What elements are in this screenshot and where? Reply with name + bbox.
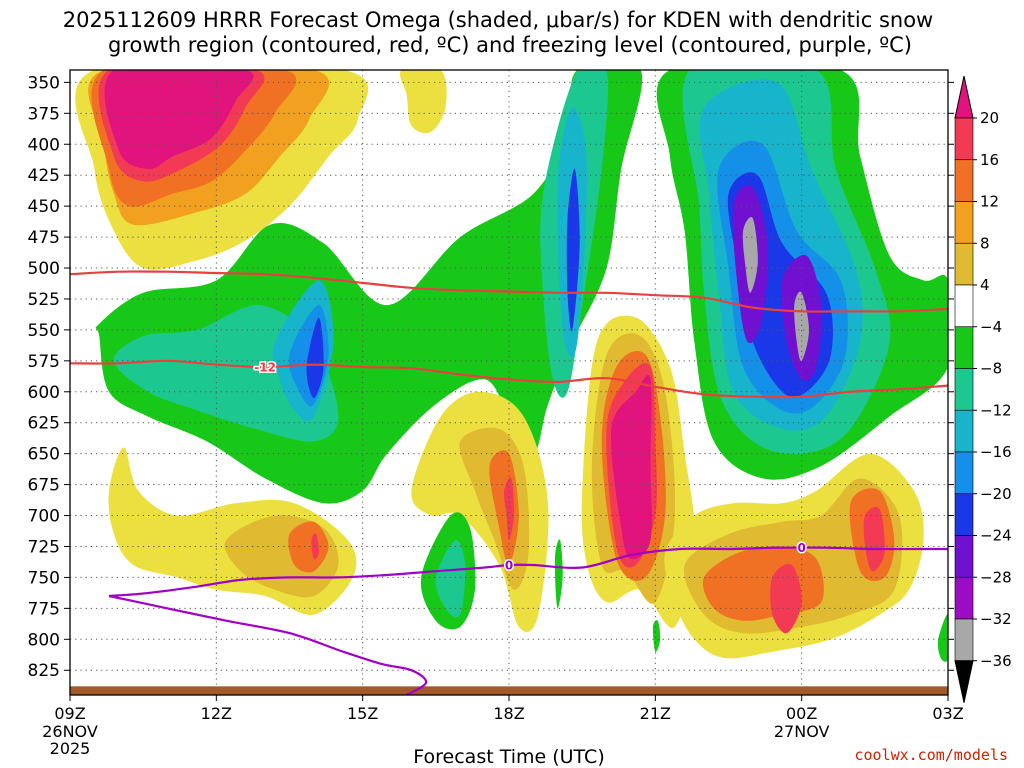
omega-region-11 — [306, 317, 324, 398]
colorbar-band-5 — [954, 326, 974, 369]
omega-region-21 — [742, 217, 758, 293]
colorbar-band-2 — [954, 201, 974, 244]
colorbar-label-13: −36 — [980, 652, 1012, 670]
x-tick-label-15: 00Z — [786, 704, 817, 723]
x-tick-date-0: 26NOV — [42, 722, 98, 741]
colorbar-band-1 — [954, 159, 974, 202]
y-tick-label-575: 575 — [28, 352, 60, 372]
colorbar-band-0 — [954, 117, 974, 161]
colorbar-label-2: 12 — [980, 193, 999, 211]
terrain-surface — [70, 686, 948, 695]
colorbar-label-5: −4 — [980, 318, 1002, 336]
chart-title-line1: 2025112609 HRRR Forecast Omega (shaded, … — [63, 8, 933, 32]
colorbar-label-4: 4 — [980, 276, 990, 294]
y-tick-label-725: 725 — [28, 537, 60, 557]
omega-region-45 — [554, 539, 563, 609]
colorbar-label-7: −12 — [980, 401, 1012, 419]
colorbar-label-9: −20 — [980, 485, 1012, 503]
contour-line-0 — [70, 270, 948, 313]
x-tick-label-9: 18Z — [493, 704, 524, 723]
x-tick-label-0: 09Z — [54, 704, 85, 723]
colorbar-band-12 — [954, 618, 974, 662]
y-tick-label-450: 450 — [28, 197, 60, 217]
x-axis-label: Forecast Time (UTC) — [413, 746, 604, 768]
colorbar-band-4 — [954, 284, 974, 328]
colorbar-under-triangle — [954, 660, 974, 703]
y-tick-label-525: 525 — [28, 290, 60, 310]
grid-layer — [70, 70, 948, 695]
colorbar-band-3 — [954, 242, 974, 286]
y-tick-label-750: 750 — [28, 568, 60, 588]
contour-label-layer: -12 0 0 — [253, 359, 808, 574]
x-tick-date-15: 27NOV — [774, 722, 830, 741]
colorbar-band-11 — [954, 576, 974, 620]
contour-label-2-1: 0 — [797, 541, 805, 555]
y-tick-label-550: 550 — [28, 321, 60, 341]
y-tick-label-500: 500 — [28, 259, 60, 279]
contour-line-layer — [70, 270, 948, 695]
omega-region-26 — [288, 521, 329, 573]
colorbar-band-8 — [954, 451, 974, 495]
y-tick-label-350: 350 — [28, 73, 60, 93]
contour-line-2 — [108, 546, 948, 598]
colorbar-label-12: −32 — [980, 610, 1012, 628]
omega-region-42 — [863, 506, 885, 572]
omega-region-5 — [399, 70, 447, 134]
colorbar-label-11: −28 — [980, 568, 1012, 586]
contour-label-2-0: 0 — [505, 559, 513, 573]
x-tick-label-18: 03Z — [932, 704, 963, 723]
x-tick-year-0: 2025 — [50, 739, 91, 758]
colorbar-band-10 — [954, 535, 974, 578]
colorbar-over-triangle — [954, 75, 974, 119]
omega-region-36 — [610, 374, 652, 560]
omega-region-14 — [566, 168, 580, 332]
y-axis: 350 375 400 425 450 475 500 525 550 575 600 625 650 6… — [28, 73, 954, 681]
y-tick-label-775: 775 — [28, 599, 60, 619]
contour-line-3 — [108, 594, 428, 695]
credit-text: coolwx.com/models — [854, 746, 1008, 764]
y-tick-label-825: 825 — [28, 661, 60, 681]
y-tick-label-375: 375 — [28, 104, 60, 124]
omega-region-44 — [435, 540, 466, 618]
y-tick-label-800: 800 — [28, 630, 60, 650]
x-tick-label-12: 21Z — [640, 704, 671, 723]
colorbar-band-7 — [954, 409, 974, 453]
y-tick-label-625: 625 — [28, 414, 60, 434]
omega-region-41 — [770, 563, 802, 634]
chart-title-line2: growth region (contoured, red, ºC) and f… — [108, 33, 912, 57]
colorbar-label-6: −8 — [980, 360, 1002, 378]
x-tick-label-3: 12Z — [201, 704, 232, 723]
omega-region-4 — [104, 70, 254, 170]
omega-region-47 — [937, 614, 948, 662]
omega-region-31 — [503, 477, 514, 541]
colorbar: 20 16 12 8 4 −4 −8 −12 −16 −20 −24 −28 −32 −36 — [954, 75, 1012, 703]
colorbar-label-8: −16 — [980, 443, 1012, 461]
omega-shading-layer — [75, 70, 948, 662]
colorbar-label-1: 16 — [980, 151, 999, 169]
omega-region-23 — [794, 291, 809, 362]
contour-line-1 — [70, 359, 948, 399]
colorbar-band-6 — [954, 368, 974, 411]
contour-label-1-0: -12 — [254, 361, 276, 375]
colorbar-label-3: 8 — [980, 234, 990, 252]
x-tick-label-6: 15Z — [347, 704, 378, 723]
omega-region-46 — [652, 620, 661, 652]
y-tick-label-400: 400 — [28, 135, 60, 155]
y-tick-label-700: 700 — [28, 507, 60, 527]
colorbar-band-9 — [954, 493, 974, 536]
colorbar-label-0: 20 — [980, 109, 999, 127]
terrain-layer — [70, 686, 948, 695]
y-tick-label-600: 600 — [28, 383, 60, 403]
y-tick-label-650: 650 — [28, 445, 60, 465]
y-tick-label-675: 675 — [28, 476, 60, 496]
colorbar-label-10: −24 — [980, 527, 1012, 545]
y-tick-label-475: 475 — [28, 228, 60, 248]
y-tick-label-425: 425 — [28, 166, 60, 186]
